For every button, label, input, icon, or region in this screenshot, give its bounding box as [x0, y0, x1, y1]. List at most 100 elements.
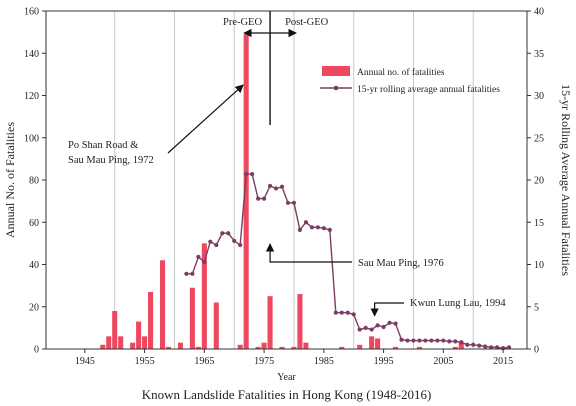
post-geo-label: Post-GEO — [285, 17, 329, 28]
pre-geo-label: Pre-GEO — [223, 17, 262, 28]
rolling-average-point-1972 — [244, 171, 249, 177]
rolling-average-point-1977 — [273, 186, 279, 191]
annual-fatality-bars — [100, 34, 464, 350]
rolling-average-series — [184, 171, 512, 351]
bar-1988 — [339, 346, 345, 349]
y-right-tick-label: 25 — [534, 133, 544, 144]
rolling-average-point-2006 — [447, 339, 452, 344]
rolling-average-point-1968 — [220, 231, 225, 236]
rolling-average-point-2011 — [477, 343, 482, 348]
rolling-average-point-1964 — [196, 254, 201, 259]
rolling-average-point-1994 — [375, 323, 380, 328]
bar-1994 — [375, 338, 381, 349]
y-left-tick-label: 20 — [29, 302, 39, 313]
y-left-tick-label: 120 — [24, 91, 39, 102]
y-left-tick-label: 0 — [34, 345, 39, 356]
bar-1967 — [213, 302, 219, 349]
bar-1997 — [393, 346, 399, 349]
x-axis-title: Year — [277, 372, 296, 383]
rolling-average-point-1963 — [190, 271, 195, 276]
rolling-average-point-1997 — [393, 321, 398, 326]
bar-1951 — [118, 336, 124, 349]
rolling-average-point-1987 — [333, 310, 338, 315]
rolling-average-point-1995 — [381, 324, 386, 330]
rolling-average-point-1985 — [321, 226, 326, 231]
rolling-average-point-1975 — [261, 196, 267, 201]
bar-2007 — [452, 346, 458, 349]
y-right-tick-label: 40 — [534, 7, 544, 18]
po-shan-arrow — [167, 84, 244, 154]
y-left-tick-label: 40 — [29, 260, 39, 271]
y-right-tick-label: 20 — [534, 176, 544, 187]
bar-1949 — [106, 336, 112, 349]
legend-bar-swatch — [322, 66, 350, 76]
rolling-average-point-1980 — [291, 200, 297, 205]
rolling-average-line — [186, 173, 510, 349]
rolling-average-point-2008 — [459, 340, 464, 345]
y-right-tick-label: 15 — [534, 218, 544, 229]
rolling-average-point-1965 — [202, 259, 207, 265]
sau-mau-ping-1976-label: Sau Mau Ping, 1976 — [358, 258, 444, 269]
bar-1958 — [159, 260, 166, 349]
rolling-average-point-2010 — [471, 342, 476, 347]
x-tick-label: 1975 — [254, 356, 274, 367]
bar-1975 — [261, 342, 267, 349]
rolling-average-point-2016 — [506, 345, 512, 350]
rolling-average-point-1998 — [399, 337, 404, 342]
bar-1976 — [267, 296, 273, 349]
rolling-average-point-1971 — [238, 242, 243, 248]
bar-1991 — [357, 344, 363, 349]
rolling-average-point-1989 — [345, 310, 350, 315]
bar-1993 — [369, 336, 375, 349]
bar-1953 — [130, 342, 136, 349]
bar-1978 — [279, 346, 285, 349]
rolling-average-point-1990 — [351, 312, 356, 317]
rolling-average-point-1983 — [309, 225, 314, 230]
bar-2001 — [416, 346, 422, 349]
bar-1971 — [237, 344, 243, 349]
y-right-tick-label: 5 — [534, 302, 539, 313]
rolling-average-point-1979 — [285, 200, 291, 205]
x-tick-label: 1995 — [374, 356, 394, 367]
rolling-average-point-2007 — [453, 339, 458, 344]
y-left-tick-label: 60 — [29, 218, 39, 229]
bar-1961 — [177, 342, 183, 349]
bar-1959 — [165, 346, 172, 349]
rolling-average-point-2013 — [489, 345, 494, 350]
rolling-average-point-1999 — [405, 338, 410, 343]
bar-1963 — [189, 287, 195, 349]
bar-1964 — [195, 346, 201, 349]
sau-mau-ping-1976-arrow — [265, 243, 352, 263]
legend-line-marker — [333, 85, 339, 91]
bar-1956 — [148, 291, 154, 349]
legend-bar-label: Annual no. of fatalities — [357, 67, 445, 78]
rolling-average-point-1988 — [339, 310, 344, 315]
rolling-average-point-1991 — [357, 327, 362, 332]
y-left-tick-label: 160 — [24, 7, 39, 18]
rolling-average-point-1993 — [369, 327, 374, 332]
rolling-average-point-1976 — [267, 183, 273, 189]
y-left-tick-label: 80 — [29, 176, 39, 187]
rolling-average-point-2009 — [465, 342, 470, 347]
rolling-average-point-1973 — [250, 171, 255, 177]
vertical-gridlines — [114, 11, 474, 349]
y-axis-right-title: 15-yr Rolling Average Annual Fatalities — [559, 84, 573, 276]
bar-1982 — [303, 342, 309, 349]
bar-1955 — [142, 336, 148, 349]
y-left-tick-label: 140 — [24, 49, 39, 60]
y-right-tick-label: 30 — [534, 91, 544, 102]
x-tick-label: 1985 — [314, 356, 334, 367]
rolling-average-point-1986 — [327, 227, 332, 232]
y-right-tick-label: 35 — [534, 49, 544, 60]
sau-mau-ping-1972-label: Sau Mau Ping, 1972 — [68, 155, 154, 166]
rolling-average-point-2001 — [417, 338, 422, 343]
rolling-average-point-1969 — [226, 231, 231, 236]
bar-1950 — [112, 310, 118, 349]
y-right-tick-label: 0 — [534, 345, 539, 356]
bar-1980 — [291, 346, 297, 349]
legend: Annual no. of fatalities 15-yr rolling a… — [320, 66, 500, 95]
rolling-average-point-2012 — [483, 344, 488, 349]
bar-1972 — [243, 34, 249, 350]
x-tick-label: 1965 — [194, 356, 214, 367]
